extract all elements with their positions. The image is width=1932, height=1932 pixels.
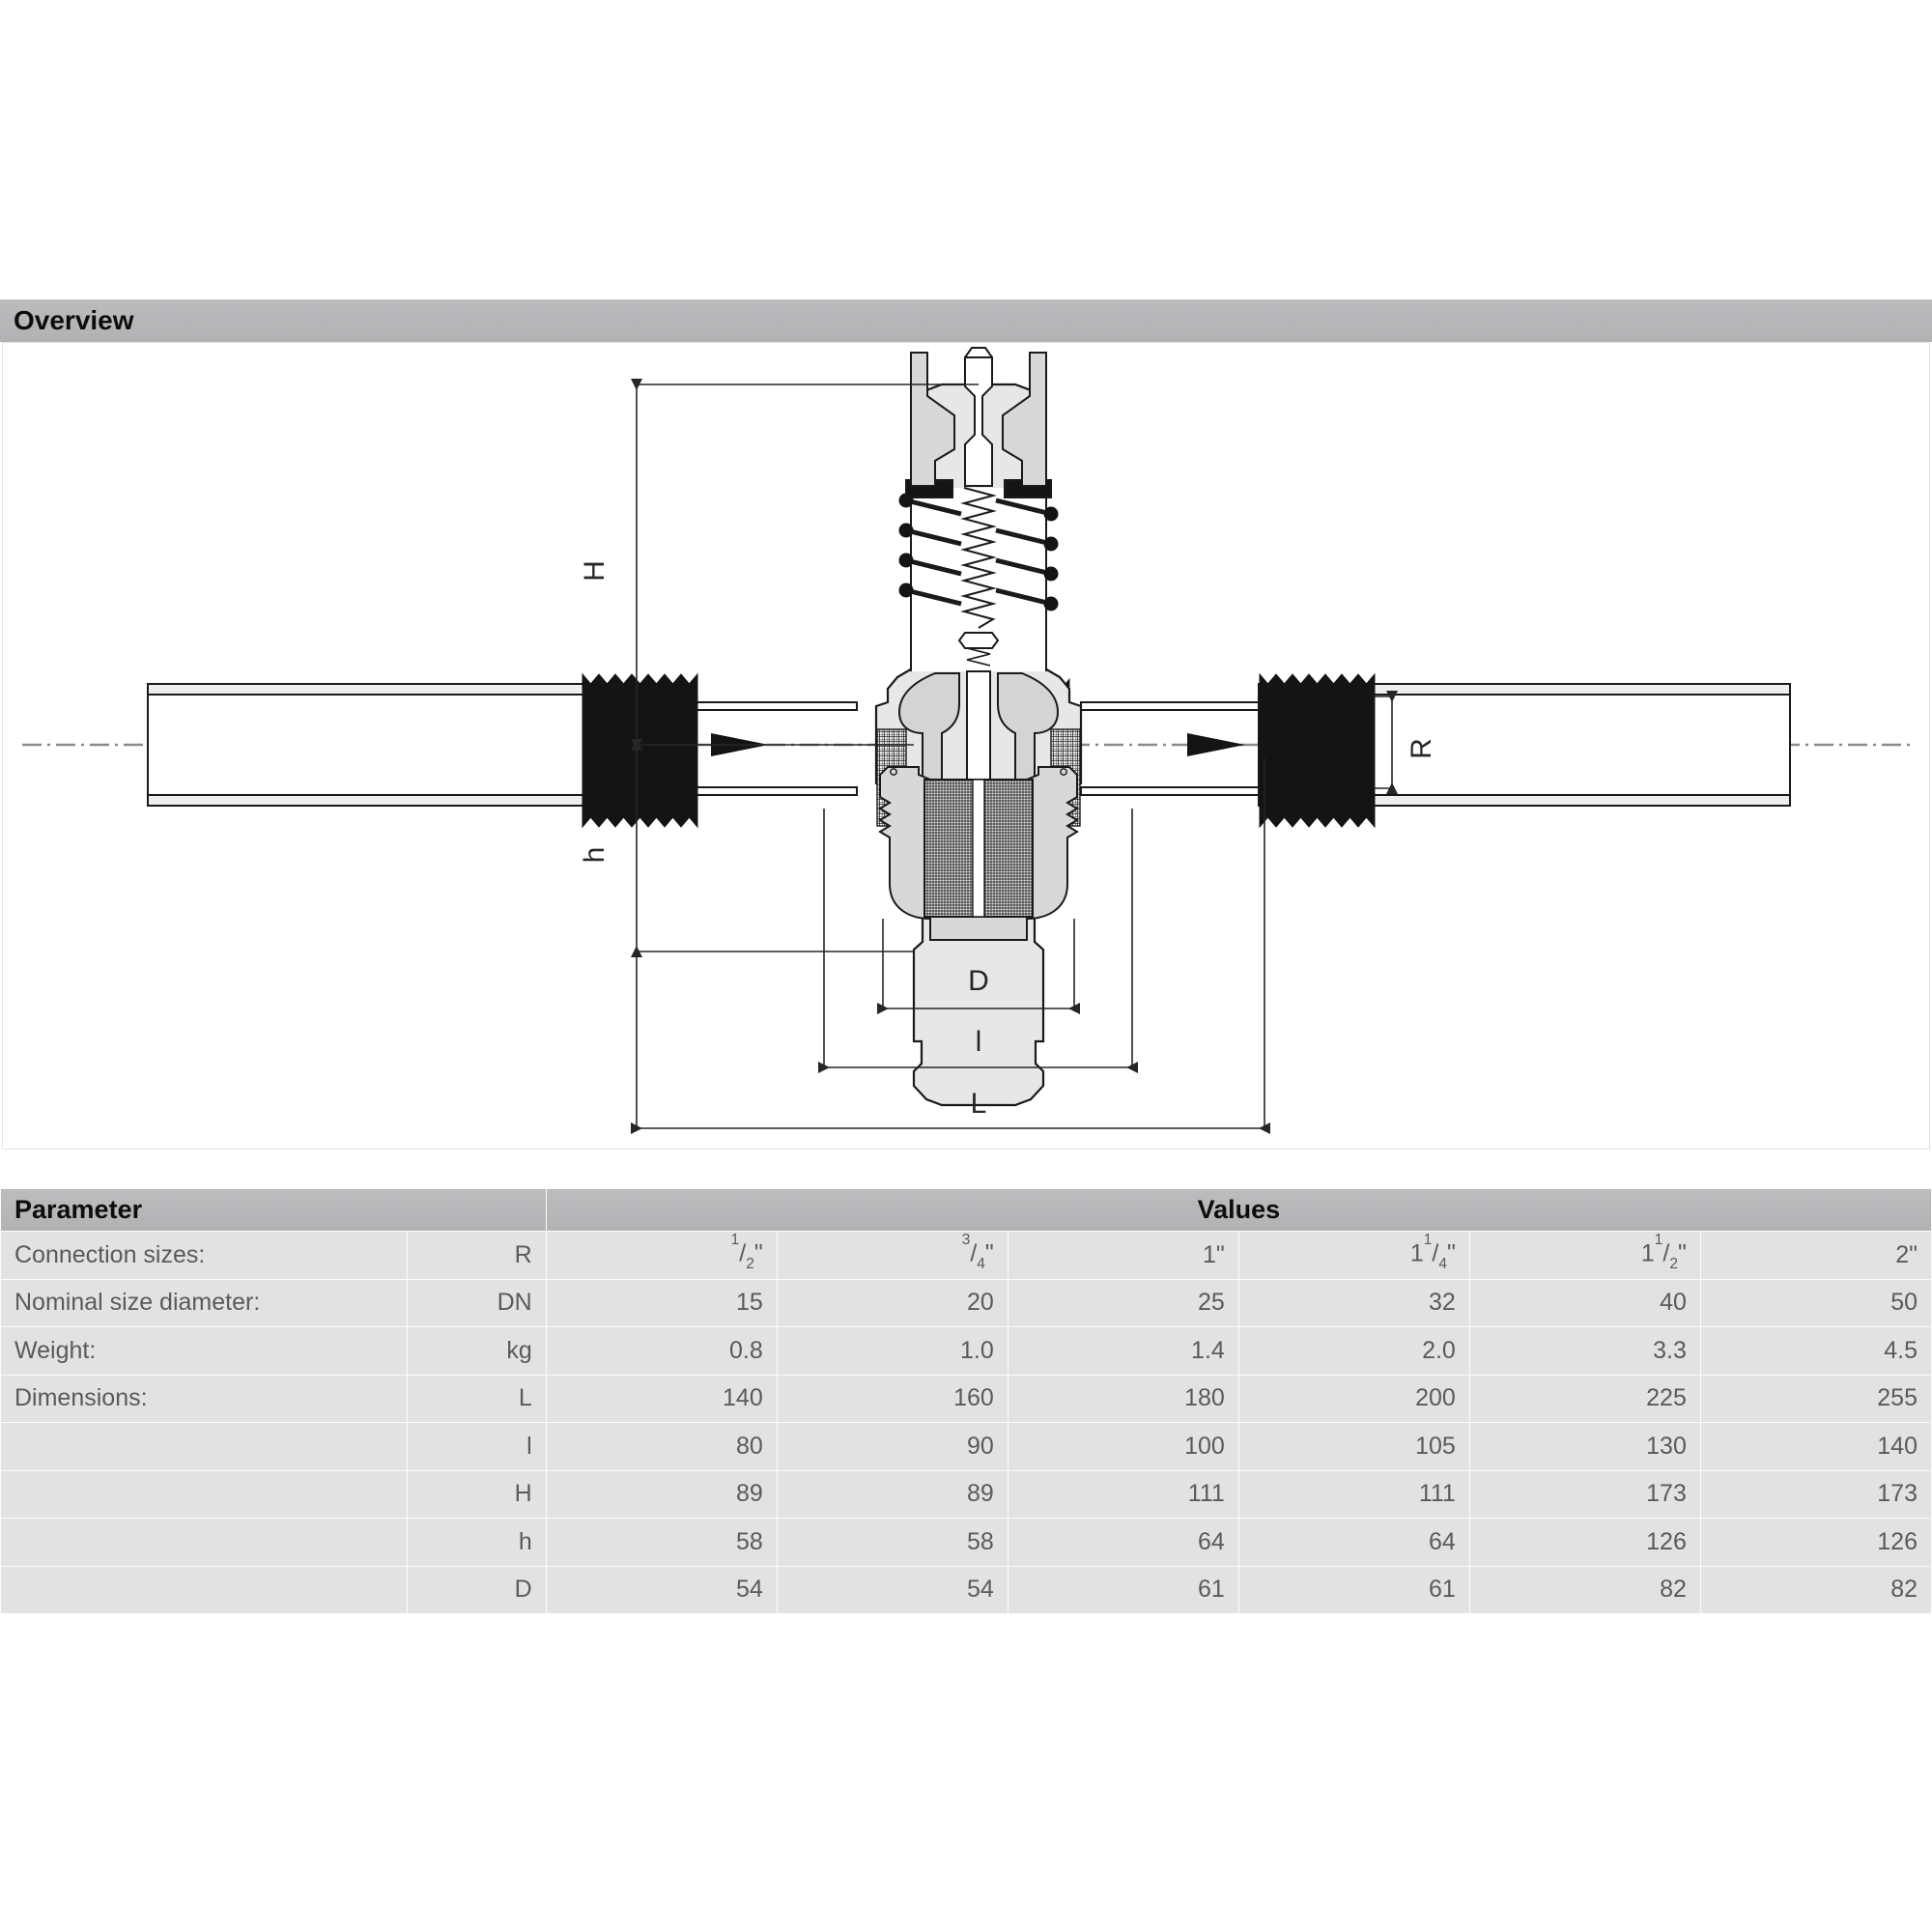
svg-text:H: H [579,560,611,582]
svg-text:l: l [976,1026,982,1058]
svg-text:h: h [579,847,611,864]
svg-text:R: R [1406,738,1437,759]
svg-text:D: D [968,965,989,997]
svg-text:L: L [971,1088,987,1120]
